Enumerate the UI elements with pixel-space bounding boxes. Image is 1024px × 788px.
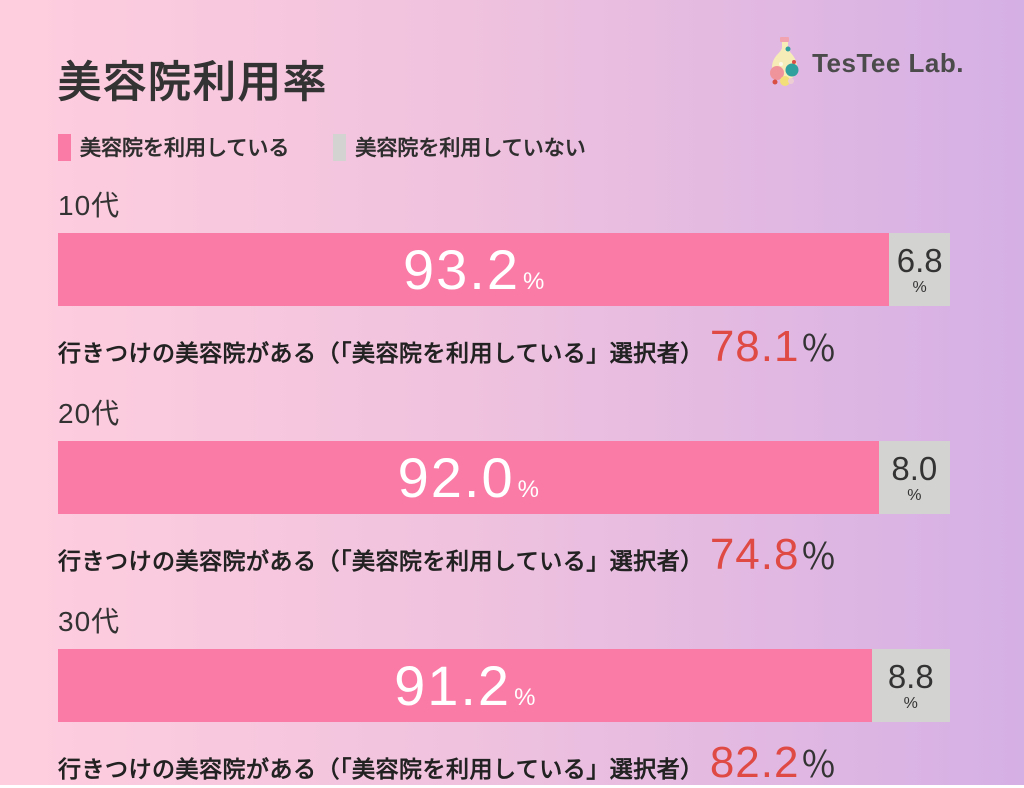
page-title: 美容院利用率 (58, 59, 328, 107)
legend-swatch-not-using (333, 133, 347, 161)
legend-label-using: 美容院を利用している (80, 137, 290, 160)
bar-segment-using: 92.0 % (58, 441, 879, 514)
bar-segment-using: 91.2 % (58, 649, 872, 722)
bar-segment-not-using: 8.8 % (871, 649, 950, 722)
bar-segment-using: 93.2 % (58, 233, 890, 306)
bar-value: 91.2 % (394, 654, 536, 717)
age-label: 10代 (58, 190, 121, 221)
bar-value-not-using: 6.8 % (896, 241, 943, 296)
regular-salon-caption: 行きつけの美容院がある（「美容院を利用している」選択者） 82.2 ％ (58, 738, 837, 787)
legend-swatch-using (58, 133, 71, 161)
legend-item-not-using: 美容院を利用していない (333, 132, 586, 162)
bar-value: 92.0 % (397, 446, 539, 509)
age-group-10s: 10代 93.2 % 6.8 % 行きつけの美容院がある（「美容院を利用している… (58, 184, 950, 371)
legend: 美容院を利用している 美容院を利用していない (58, 132, 950, 162)
legend-label-not-using: 美容院を利用していない (355, 137, 586, 160)
bar-row: 92.0 % 8.0 % (58, 441, 950, 514)
regular-salon-rate: 82.2 (709, 738, 800, 787)
bar-row: 93.2 % 6.8 % (58, 233, 950, 306)
age-label: 30代 (58, 606, 121, 637)
legend-item-using: 美容院を利用している (58, 132, 289, 162)
testee-lab-logo: TesTee Lab. (767, 36, 964, 90)
regular-salon-rate: 78.1 (709, 322, 800, 371)
logo-text: TesTee Lab. (812, 47, 964, 78)
age-label: 20代 (58, 398, 121, 429)
bar-segment-not-using: 8.0 % (878, 441, 950, 514)
bar-segment-not-using: 6.8 % (889, 233, 950, 306)
age-group-30s: 30代 91.2 % 8.8 % 行きつけの美容院がある（「美容院を利用している… (58, 600, 950, 787)
regular-salon-caption: 行きつけの美容院がある（「美容院を利用している」選択者） 74.8 ％ (58, 530, 837, 579)
bar-value-not-using: 8.8 % (887, 657, 934, 712)
age-group-20s: 20代 92.0 % 8.0 % 行きつけの美容院がある（「美容院を利用している… (58, 392, 950, 579)
bar-value-not-using: 8.0 % (891, 449, 938, 504)
flask-icon (770, 37, 799, 86)
bar-value: 93.2 % (403, 238, 545, 301)
bar-row: 91.2 % 8.8 % (58, 649, 950, 722)
regular-salon-rate: 74.8 (709, 530, 800, 579)
regular-salon-caption: 行きつけの美容院がある（「美容院を利用している」選択者） 78.1 ％ (58, 322, 837, 371)
header: 美容院利用率 TesTee Lab. (58, 37, 964, 118)
